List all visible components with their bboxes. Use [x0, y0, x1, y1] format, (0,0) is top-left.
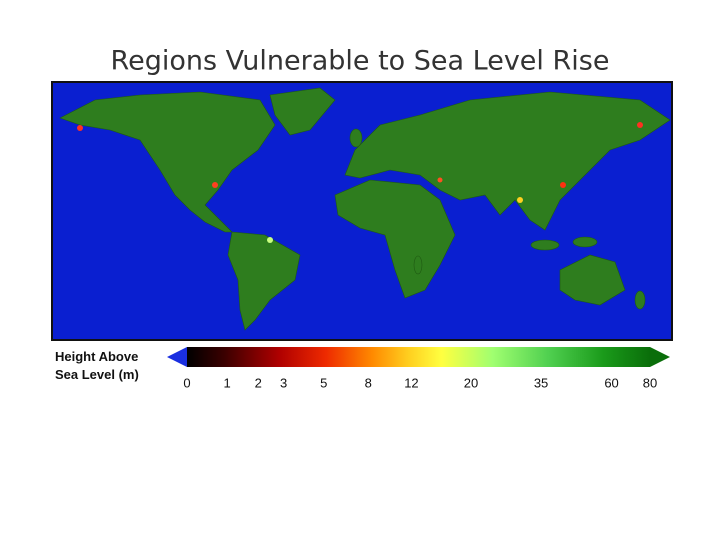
- indonesia: [530, 239, 560, 251]
- colorbar-tick-label: 8: [365, 375, 372, 390]
- colorbar-tick-label: 35: [534, 375, 548, 390]
- title: Regions Vulnerable to Sea Level Rise: [111, 46, 610, 77]
- legend: Height Above Sea Level (m) 0 1 2 3 5 8 12 20 35 6…: [55, 347, 670, 390]
- new-zealand: [634, 290, 646, 310]
- colorbar: [187, 347, 650, 367]
- colorbar-tick-label: 60: [604, 375, 618, 390]
- colorbar-tick-label: 1: [223, 375, 230, 390]
- colorbar-tick-label: 5: [320, 375, 327, 390]
- colorbar-tick-label: 0: [183, 375, 190, 390]
- colorbar-tick-label: 20: [464, 375, 478, 390]
- new-guinea: [572, 236, 598, 248]
- colorbar-arrow-high: [650, 347, 670, 367]
- coastal-highlights: [77, 122, 643, 243]
- africa: [334, 179, 456, 299]
- colorbar-tick-label: 12: [404, 375, 418, 390]
- eurasia: [344, 91, 671, 231]
- colorbar-tick-label: 2: [255, 375, 262, 390]
- colorbar-ticks: 0 1 2 3 5 8 12 20 35 60 80: [183, 375, 657, 390]
- map: [51, 81, 673, 341]
- colorbar-arrow-low: [167, 347, 187, 367]
- legend-label: Height Above: [55, 349, 138, 364]
- colorbar-tick-label: 3: [280, 375, 287, 390]
- south-america: [227, 231, 301, 331]
- australia: [559, 254, 626, 306]
- greenland: [269, 87, 336, 136]
- colorbar-tick-label: 80: [643, 375, 657, 390]
- legend-label: Sea Level (m): [55, 367, 139, 382]
- britain: [349, 128, 363, 148]
- north-america: [59, 91, 276, 233]
- madagascar: [413, 255, 423, 275]
